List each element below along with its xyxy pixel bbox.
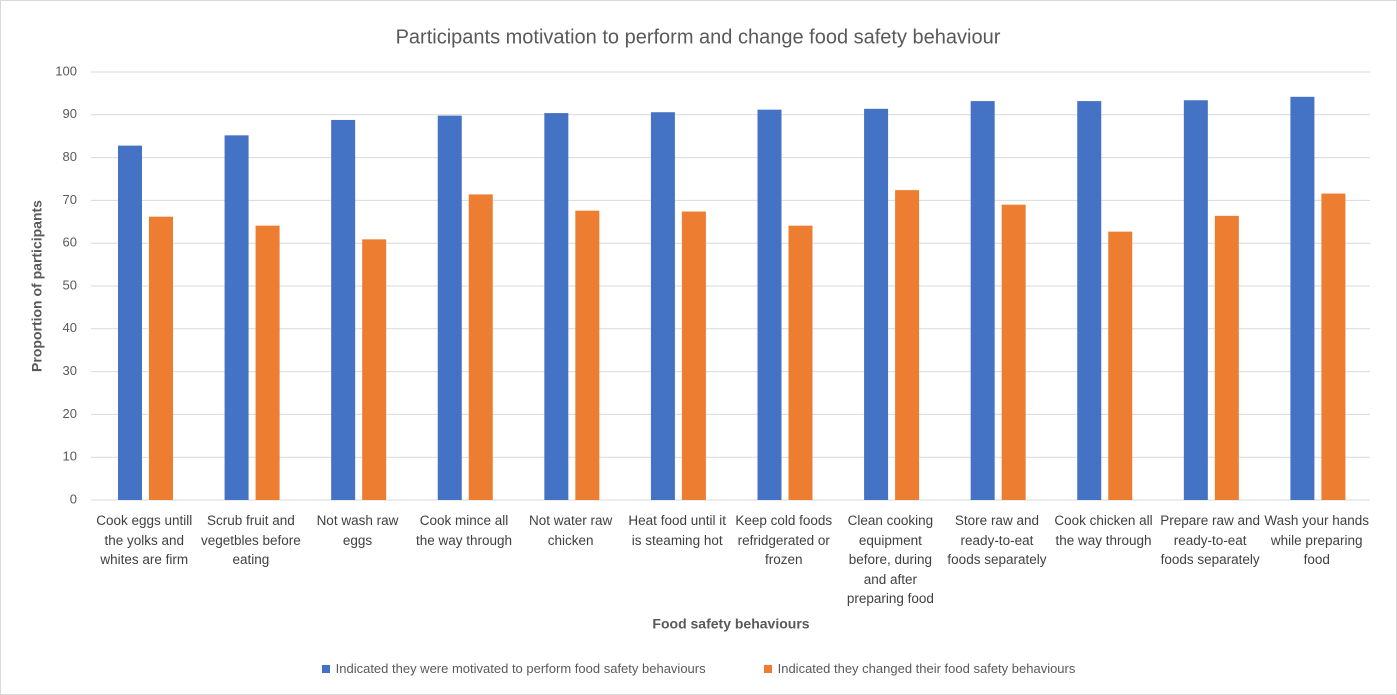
- legend-item: Indicated they changed their food safety…: [763, 661, 1076, 676]
- bar: [970, 101, 995, 500]
- x-tick-label: Scrub fruit and vegetbles before eating: [200, 513, 301, 567]
- x-tick-label: Not wash raw eggs: [316, 513, 399, 548]
- y-tick-label: 10: [63, 449, 77, 464]
- x-tick-label: Cook eggs untill the yolks and whites ar…: [96, 513, 193, 567]
- y-tick-label: 50: [63, 277, 77, 292]
- bar: [544, 113, 569, 500]
- x-tick-label: Keep cold foods refridgerated or frozen: [735, 513, 833, 567]
- x-tick-label: Cook chicken all the way through: [1054, 513, 1153, 548]
- y-axis-title: Proportion of participants: [29, 200, 45, 372]
- x-tick-label: Store raw and ready-to-eat foods separat…: [947, 513, 1047, 567]
- bar: [575, 210, 600, 500]
- y-tick-label: 80: [63, 149, 77, 164]
- bar: [1077, 101, 1102, 500]
- bar: [468, 194, 493, 500]
- bar: [757, 109, 782, 500]
- y-tick-label: 40: [63, 320, 77, 335]
- chart-title: Participants motivation to perform and c…: [396, 26, 1001, 48]
- bar: [437, 115, 462, 500]
- legend-label: Indicated they changed their food safety…: [777, 661, 1076, 676]
- bar: [1321, 193, 1346, 500]
- y-tick-label: 100: [55, 63, 77, 78]
- legend-swatch: [321, 664, 330, 673]
- legend-swatch: [763, 664, 772, 673]
- bar: [331, 119, 356, 500]
- bar: [1001, 204, 1026, 500]
- x-tick-label: Clean cooking equipment before, during a…: [846, 513, 934, 606]
- legend-item: Indicated they were motivated to perform…: [321, 661, 706, 676]
- bar: [864, 108, 889, 501]
- bar: [650, 112, 675, 501]
- bar: [895, 190, 920, 501]
- bar: [118, 145, 142, 500]
- x-tick-label: Wash your hands while preparing food: [1264, 513, 1369, 567]
- bar: [1290, 96, 1315, 500]
- bar: [788, 225, 813, 501]
- bar: [224, 135, 249, 500]
- y-tick-label: 60: [63, 235, 77, 250]
- y-tick-label: 70: [63, 192, 77, 207]
- x-tick-label: Not water raw chicken: [528, 513, 613, 548]
- legend: Indicated they were motivated to perform…: [0, 661, 1397, 676]
- y-tick-label: 20: [63, 406, 77, 421]
- bar: [149, 216, 173, 500]
- bar: [255, 225, 280, 501]
- x-axis-title: Food safety behaviours: [652, 616, 809, 632]
- y-tick-label: 90: [63, 106, 77, 121]
- x-tick-label: Prepare raw and ready-to-eat foods separ…: [1160, 513, 1261, 567]
- x-tick-label: Cook mince all the way through: [416, 513, 513, 548]
- y-tick-label: 30: [63, 363, 77, 378]
- bar: [1108, 231, 1133, 501]
- bar: [1214, 215, 1239, 501]
- bar: [681, 211, 706, 500]
- x-tick-label: Heat food until it is steaming hot: [628, 513, 726, 548]
- legend-label: Indicated they were motivated to perform…: [335, 661, 706, 676]
- y-tick-label: 0: [70, 491, 77, 506]
- bar: [1183, 100, 1208, 501]
- bar: [362, 239, 387, 500]
